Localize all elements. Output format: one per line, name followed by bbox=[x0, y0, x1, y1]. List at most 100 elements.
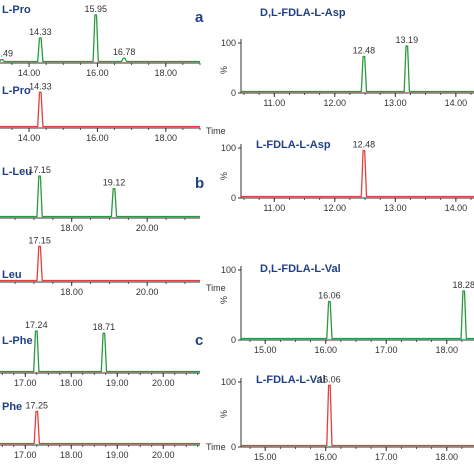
chromatogram-panel-10: L-FDLA-L-Val 0 100% 15.00 16.00 17.00 18.00 16.… bbox=[219, 374, 474, 462]
x-tick-label: 15.00 bbox=[254, 345, 277, 355]
x-tick-label: 17.00 bbox=[14, 450, 37, 460]
x-tick-label: 20.00 bbox=[152, 378, 175, 388]
peak-label: 12.48 bbox=[353, 46, 376, 56]
x-axis-label: Time bbox=[206, 283, 226, 293]
y-tick-label: 0 bbox=[231, 335, 236, 345]
x-tick-label: 14.00 bbox=[18, 133, 41, 143]
x-tick-label: 16.00 bbox=[86, 68, 109, 78]
panel-title: Phe bbox=[2, 401, 22, 413]
x-tick-label: 16.00 bbox=[314, 345, 337, 355]
x-tick-label: 14.00 bbox=[18, 68, 41, 78]
x-tick-label: 19.00 bbox=[106, 450, 129, 460]
y-tick-label: 0 bbox=[231, 88, 236, 98]
panel-title: L-Leu bbox=[2, 166, 32, 178]
chromatogram-panel-1: L-Pro a 14.00 16.00 18.00 13.49 14.33 15.95 16.7… bbox=[0, 4, 204, 78]
trace-line bbox=[241, 290, 474, 340]
chromatogram-panel-8: L-FDLA-L-Asp 0 100% 11.00 12.00 13.00 14.00 12.… bbox=[219, 139, 474, 213]
y-tick-label: 100 bbox=[221, 143, 236, 153]
x-tick-label: 18.00 bbox=[60, 223, 83, 233]
x-tick-label: 14.00 bbox=[445, 203, 468, 213]
x-tick-label: 16.00 bbox=[314, 452, 337, 462]
x-tick-label: 12.00 bbox=[324, 98, 347, 108]
x-tick-label: 20.00 bbox=[136, 223, 159, 233]
x-tick-label: 14.00 bbox=[445, 98, 468, 108]
panel-letter: c bbox=[195, 332, 203, 349]
x-tick-label: 13.00 bbox=[384, 98, 407, 108]
x-tick-label: 18.00 bbox=[155, 68, 178, 78]
trace-line bbox=[0, 410, 200, 445]
x-tick-label: 19.00 bbox=[106, 378, 129, 388]
y-tick-label: 0 bbox=[231, 442, 236, 452]
peak-label: 18.71 bbox=[93, 322, 116, 332]
trace-line bbox=[241, 149, 474, 198]
x-tick-label: 17.00 bbox=[375, 345, 398, 355]
x-tick-label: 11.00 bbox=[263, 203, 285, 213]
x-tick-label: 18.00 bbox=[155, 133, 178, 143]
x-tick-label: 18.00 bbox=[60, 450, 83, 460]
peak-label: 19.12 bbox=[103, 178, 126, 188]
y-tick-label: 100 bbox=[221, 38, 236, 48]
peak-label: 17.15 bbox=[28, 235, 51, 245]
trace-line bbox=[0, 175, 200, 218]
peak-label: 13.19 bbox=[396, 35, 419, 45]
panel-letter: b bbox=[195, 175, 204, 192]
y-axis-label: % bbox=[219, 296, 229, 304]
x-tick-label: 15.00 bbox=[254, 452, 277, 462]
trace-line bbox=[241, 384, 474, 447]
y-tick-label: 100 bbox=[221, 265, 236, 275]
y-axis-label: % bbox=[219, 410, 229, 418]
peak-label: 14.33 bbox=[29, 27, 52, 37]
peak-label: 17.15 bbox=[28, 165, 51, 175]
trace-line bbox=[0, 14, 200, 63]
panel-title: L-Pro bbox=[2, 85, 31, 97]
peak-label: 16.06 bbox=[318, 374, 341, 384]
panel-letter: a bbox=[195, 9, 204, 26]
x-tick-label: 12.00 bbox=[324, 203, 347, 213]
y-tick-label: 100 bbox=[221, 377, 236, 387]
x-tick-label: 20.00 bbox=[152, 450, 175, 460]
peak-label: 17.24 bbox=[25, 320, 48, 330]
x-tick-label: 13.00 bbox=[384, 203, 407, 213]
y-tick-label: 0 bbox=[231, 193, 236, 203]
x-tick-label: 18.00 bbox=[436, 345, 459, 355]
trace-line bbox=[241, 45, 474, 93]
chromatogram-panel-2: L-Pro 14.00 16.00 18.00 Time 14.33 bbox=[0, 81, 226, 143]
panel-title: L-FDLA-L-Val bbox=[256, 374, 326, 386]
x-axis-label: Time bbox=[206, 442, 226, 452]
chromatogram-panel-5: L-Phe c 17.00 18.00 19.00 20.00 17.24 18.71 bbox=[0, 320, 203, 388]
chromatogram-panel-7: D,L-FDLA-L-Asp 0 100% 11.00 12.00 13.00 14.00 1… bbox=[219, 7, 474, 108]
trace-line bbox=[0, 330, 200, 373]
panel-title: D,L-FDLA-L-Asp bbox=[260, 7, 346, 19]
panel-title: Leu bbox=[2, 269, 22, 281]
peak-label: 13.49 bbox=[0, 49, 13, 59]
trace-line bbox=[0, 91, 200, 128]
x-tick-label: 17.00 bbox=[375, 452, 398, 462]
x-tick-label: 20.00 bbox=[136, 287, 159, 297]
x-tick-label: 18.00 bbox=[60, 287, 83, 297]
peak-label: 17.25 bbox=[26, 400, 49, 410]
peak-label: 16.78 bbox=[113, 47, 136, 57]
x-tick-label: 18.00 bbox=[436, 452, 459, 462]
peak-label: 14.33 bbox=[29, 81, 52, 91]
x-axis-label: Time bbox=[206, 126, 226, 136]
chromatogram-panel-6: Phe 17.00 18.00 19.00 20.00 Time 17.25 bbox=[0, 400, 226, 460]
panel-title: D,L-FDLA-L-Val bbox=[260, 263, 341, 275]
peak-label: 15.95 bbox=[84, 4, 107, 14]
trace-line bbox=[0, 245, 200, 282]
peak-label: 18.28 bbox=[452, 280, 474, 290]
chromatogram-panel-9: D,L-FDLA-L-Val 0 100% 15.00 16.00 17.00 18.00 1… bbox=[219, 263, 474, 355]
y-axis-label: % bbox=[219, 172, 229, 180]
x-tick-label: 18.00 bbox=[60, 378, 83, 388]
panel-title: L-FDLA-L-Asp bbox=[256, 139, 331, 151]
chromatogram-panel-3: L-Leu b 18.00 20.00 17.15 19.12 bbox=[0, 165, 204, 233]
x-tick-label: 16.00 bbox=[86, 133, 109, 143]
y-axis-label: % bbox=[219, 66, 229, 74]
x-tick-label: 17.00 bbox=[14, 378, 37, 388]
x-tick-label: 11.00 bbox=[263, 98, 285, 108]
chromatogram-panel-4: Leu 18.00 20.00 Time 17.15 bbox=[0, 235, 226, 297]
panel-title: L-Pro bbox=[2, 4, 31, 16]
panel-title: L-Phe bbox=[2, 335, 33, 347]
peak-label: 12.48 bbox=[353, 140, 376, 150]
peak-label: 16.06 bbox=[318, 291, 341, 301]
